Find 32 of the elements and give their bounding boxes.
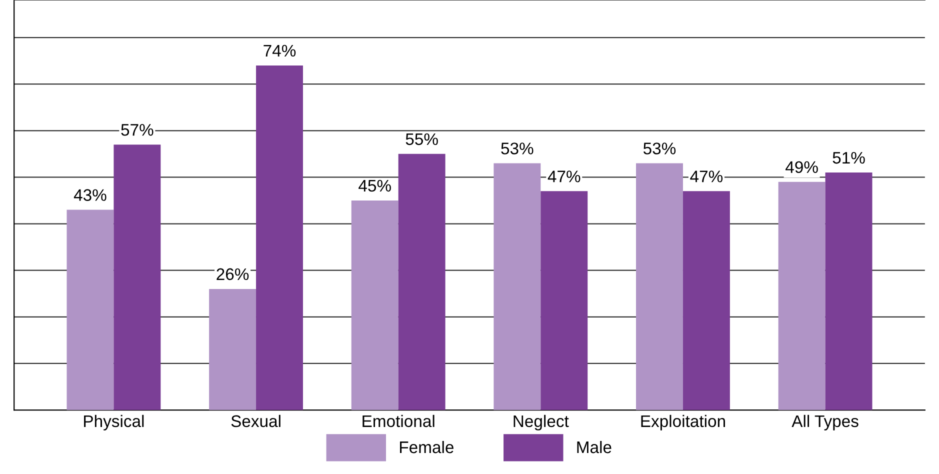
data-label: 47% bbox=[690, 170, 723, 182]
data-label: 26% bbox=[216, 268, 249, 280]
bar bbox=[494, 163, 541, 410]
bar bbox=[778, 182, 826, 410]
data-label: 45% bbox=[358, 180, 391, 192]
data-label: 49% bbox=[786, 161, 818, 174]
bar bbox=[398, 154, 446, 410]
x-tick-label: Sexual bbox=[231, 414, 280, 428]
data-label: 57% bbox=[121, 124, 154, 136]
data-label: 47% bbox=[548, 170, 580, 182]
data-label: 55% bbox=[406, 133, 438, 146]
bar bbox=[636, 163, 683, 410]
bar bbox=[540, 191, 588, 410]
bar bbox=[114, 144, 161, 410]
bar bbox=[682, 191, 730, 410]
x-tick-label: All Types bbox=[792, 414, 858, 430]
x-tick-label: Neglect bbox=[514, 414, 569, 430]
bar bbox=[351, 200, 398, 410]
data-label: 51% bbox=[832, 152, 865, 164]
x-tick-label: Exploitation bbox=[641, 414, 725, 430]
x-tick-label: Emotional bbox=[362, 414, 434, 428]
data-label: 53% bbox=[643, 142, 676, 154]
legend-label: Male bbox=[577, 440, 612, 454]
bar bbox=[825, 172, 872, 410]
bar bbox=[209, 288, 256, 410]
data-label: 43% bbox=[74, 189, 106, 201]
bar bbox=[256, 65, 303, 410]
x-tick-label: Physical bbox=[84, 414, 144, 430]
data-label: 53% bbox=[501, 142, 534, 154]
legend-label: Female bbox=[400, 440, 454, 454]
data-label: 74% bbox=[264, 44, 296, 57]
bar bbox=[66, 210, 114, 410]
